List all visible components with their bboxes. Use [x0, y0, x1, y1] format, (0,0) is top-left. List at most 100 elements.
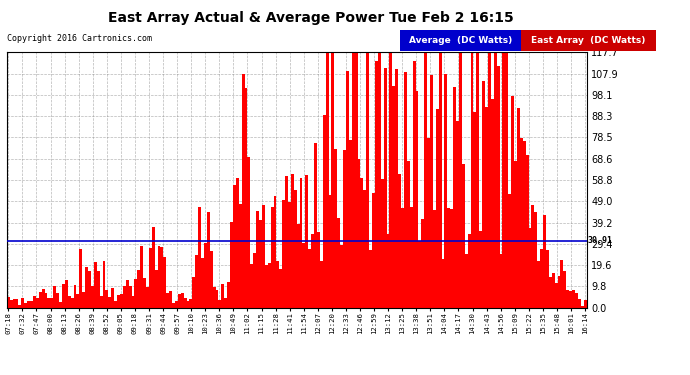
Bar — [123, 286, 126, 308]
Text: East Array  (DC Watts): East Array (DC Watts) — [531, 36, 645, 45]
Bar — [146, 287, 149, 308]
Bar — [233, 185, 236, 308]
Bar — [444, 74, 447, 308]
Bar — [340, 245, 343, 308]
Bar — [68, 296, 70, 307]
Bar — [16, 299, 19, 307]
Bar — [253, 253, 256, 308]
Bar — [268, 263, 270, 308]
Bar — [114, 301, 117, 307]
Bar — [117, 295, 120, 307]
Bar — [27, 301, 30, 307]
Bar — [422, 219, 424, 308]
Bar — [355, 53, 357, 307]
Bar — [502, 53, 505, 307]
Bar — [413, 61, 415, 308]
Bar — [285, 176, 288, 308]
Bar — [584, 300, 586, 307]
Bar — [213, 287, 215, 308]
Bar — [369, 250, 372, 307]
Bar — [372, 194, 375, 308]
Bar — [126, 280, 128, 308]
Bar — [471, 53, 473, 307]
Bar — [494, 53, 497, 307]
Bar — [178, 294, 181, 307]
Bar — [485, 107, 488, 307]
Bar — [155, 270, 157, 308]
Bar — [24, 303, 27, 307]
Bar — [277, 261, 279, 308]
Bar — [317, 232, 320, 308]
Bar — [328, 195, 331, 308]
Bar — [306, 176, 308, 308]
Bar — [500, 254, 502, 308]
Bar — [41, 289, 45, 308]
Bar — [581, 306, 584, 308]
Bar — [407, 161, 410, 308]
Bar — [201, 258, 204, 307]
Bar — [418, 241, 422, 308]
Bar — [103, 261, 106, 308]
Bar — [331, 53, 335, 307]
Bar — [219, 300, 221, 307]
Bar — [389, 53, 393, 307]
Bar — [526, 155, 529, 308]
Bar — [135, 279, 137, 308]
Bar — [53, 286, 56, 308]
Bar — [265, 266, 268, 308]
Bar — [186, 301, 190, 307]
Bar — [520, 138, 523, 308]
Bar — [401, 209, 404, 308]
Bar — [77, 294, 79, 307]
Bar — [97, 271, 99, 308]
Bar — [360, 178, 364, 308]
Bar — [509, 194, 511, 308]
Bar — [563, 271, 566, 308]
Text: 30.91: 30.91 — [588, 236, 613, 245]
Bar — [357, 159, 360, 308]
Bar — [381, 179, 384, 308]
Bar — [193, 277, 195, 308]
Bar — [410, 207, 413, 308]
Bar — [79, 249, 82, 308]
Bar — [152, 227, 155, 308]
Bar — [343, 150, 346, 308]
Bar — [398, 174, 401, 308]
Bar — [181, 293, 184, 308]
Bar — [204, 243, 207, 308]
Bar — [224, 298, 227, 307]
Bar — [352, 53, 355, 307]
Bar — [473, 112, 476, 308]
Bar — [575, 292, 578, 308]
Bar — [540, 249, 543, 308]
Bar — [297, 225, 299, 308]
Bar — [549, 277, 552, 308]
Bar — [302, 243, 306, 308]
Bar — [108, 297, 111, 307]
Bar — [439, 53, 442, 307]
Bar — [12, 298, 16, 307]
Bar — [111, 288, 114, 308]
Bar — [346, 71, 349, 308]
Bar — [198, 207, 201, 308]
Bar — [326, 53, 328, 307]
Bar — [462, 164, 465, 308]
Bar — [491, 99, 494, 308]
Bar — [45, 292, 48, 308]
Bar — [164, 257, 166, 307]
Bar — [291, 174, 294, 308]
Bar — [248, 158, 250, 308]
Bar — [70, 298, 74, 307]
Bar — [468, 234, 471, 308]
Bar — [430, 75, 433, 307]
Bar — [36, 298, 39, 307]
Bar — [453, 87, 456, 308]
Bar — [169, 291, 172, 308]
Bar — [33, 296, 36, 307]
Bar — [221, 284, 224, 308]
Bar — [149, 248, 152, 308]
Bar — [39, 292, 41, 308]
Bar — [476, 53, 480, 307]
Bar — [447, 208, 451, 308]
Bar — [236, 178, 239, 308]
